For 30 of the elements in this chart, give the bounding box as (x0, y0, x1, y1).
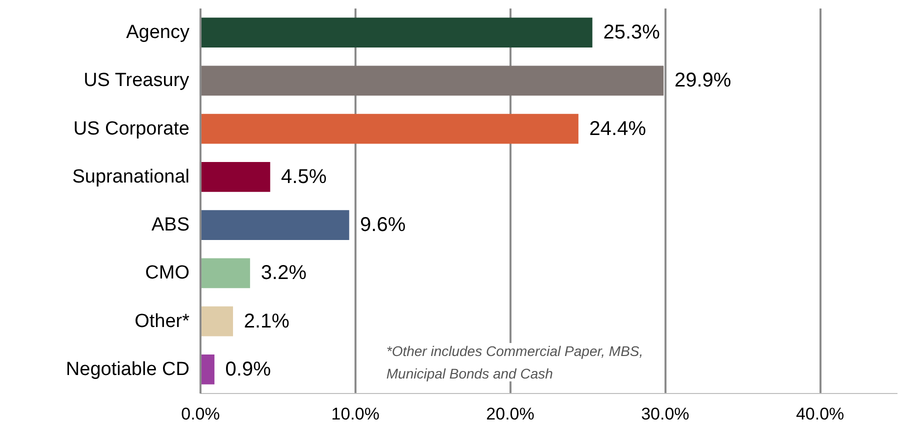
data-label: 9.6% (360, 214, 406, 236)
data-label: 29.9% (674, 70, 732, 92)
data-label: 3.2% (260, 262, 307, 284)
y-tick-label: US Corporate (73, 118, 190, 140)
bar (200, 66, 664, 96)
bar (200, 258, 250, 288)
x-tick-label: 10.0% (331, 404, 380, 424)
data-label: 0.9% (225, 358, 272, 380)
bar (200, 162, 270, 192)
annotation: *Other includes Commercial Paper, MBS, Municipal Bonds and Cash (386, 342, 644, 382)
data-label: 4.5% (281, 166, 327, 188)
x-tick-label: 30.0% (641, 404, 690, 424)
x-tick-label: 40.0% (796, 404, 844, 424)
bar (200, 354, 214, 384)
x-tick-label: 20.0% (486, 404, 534, 424)
y-tick-label: Supranational (72, 166, 190, 188)
x-tick-label: 0.0% (181, 404, 220, 424)
bar (200, 18, 592, 48)
y-tick-label: Agency (126, 22, 190, 44)
y-tick-label: CMO (145, 262, 190, 284)
y-tick-label: US Treasury (84, 70, 190, 92)
bar (200, 210, 350, 240)
data-label: 25.3% (603, 22, 660, 44)
data-label: 24.4% (589, 118, 646, 140)
y-tick-label: Negotiable CD (66, 358, 190, 380)
bar (200, 114, 578, 144)
y-tick-label: ABS (151, 214, 190, 236)
y-tick-label: Other* (134, 310, 190, 332)
data-label: 2.1% (244, 310, 290, 332)
bar (200, 306, 234, 336)
